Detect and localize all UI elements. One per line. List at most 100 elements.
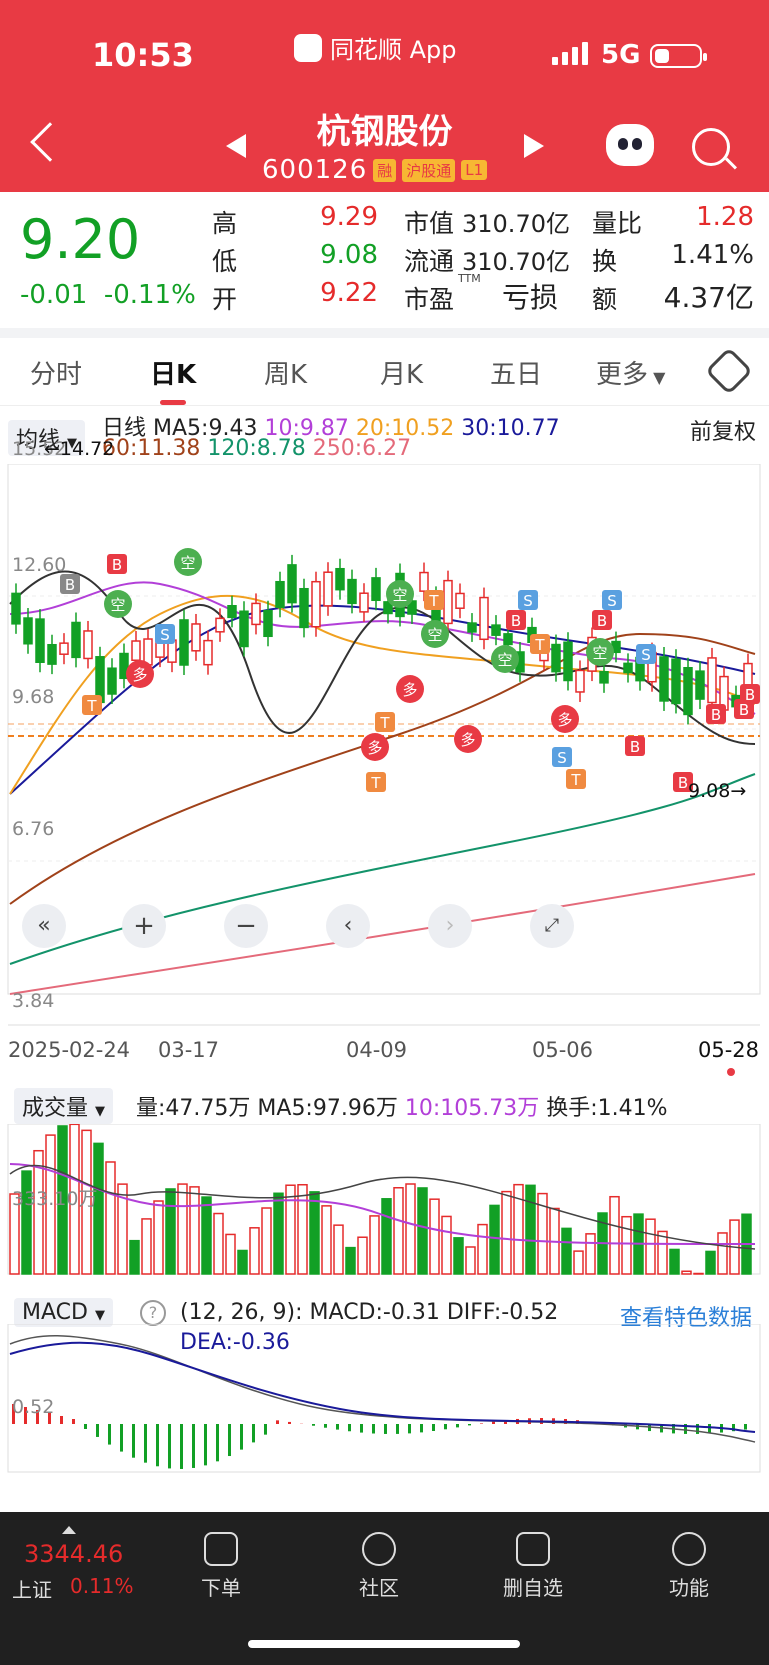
assistant-robot-icon[interactable] bbox=[606, 124, 654, 166]
signal-marker bbox=[602, 590, 622, 610]
volume-dropdown[interactable]: 成交量 ▼ bbox=[14, 1088, 114, 1124]
community-label: 社区 bbox=[359, 1576, 399, 1600]
chevron-down-icon: ▼ bbox=[648, 368, 666, 387]
community-button[interactable]: 社区 bbox=[324, 1532, 434, 1601]
app-header: 10:53 同花顺 App 5G 杭钢股份 600126 融 沪股通 L1 bbox=[0, 0, 769, 192]
current-price: 9.20 bbox=[20, 208, 141, 271]
macd-bar bbox=[84, 1424, 87, 1429]
macd-bar bbox=[456, 1424, 459, 1428]
volume-turnover: 换手:1.41% bbox=[546, 1096, 668, 1121]
fullscreen-icon[interactable]: ⤢ bbox=[530, 904, 574, 948]
app-pill[interactable]: 同花顺 App bbox=[294, 30, 457, 65]
search-icon[interactable] bbox=[692, 128, 730, 166]
adjust-mode[interactable]: 前复权 bbox=[690, 420, 757, 445]
chevron-down-icon: ▼ bbox=[94, 1308, 105, 1323]
macd-bar bbox=[204, 1424, 207, 1466]
order-button[interactable]: 下单 bbox=[166, 1532, 276, 1601]
signal-marker bbox=[424, 590, 444, 610]
tab-daily-k[interactable]: 日K bbox=[150, 360, 197, 390]
ma-dropdown-label: 均线 bbox=[16, 428, 61, 453]
volume-bar bbox=[81, 1129, 92, 1275]
float-value: 310.70亿 bbox=[462, 248, 570, 276]
tab-monthly-k[interactable]: 月K bbox=[380, 360, 424, 390]
help-icon[interactable]: ? bbox=[140, 1300, 166, 1326]
macd-bar bbox=[132, 1424, 135, 1458]
macd-axis-label: 0.52 bbox=[12, 1396, 55, 1418]
stock-code-row: 600126 融 沪股通 L1 bbox=[262, 155, 488, 185]
volume-bar bbox=[405, 1183, 416, 1275]
dea-value: DEA:-0.36 bbox=[180, 1330, 290, 1355]
arrow-right-icon: → bbox=[730, 780, 747, 802]
macd-bar bbox=[168, 1424, 171, 1469]
y-label-top: 15.52 bbox=[12, 438, 67, 460]
volume-bar bbox=[165, 1188, 176, 1275]
macd-bar bbox=[504, 1420, 507, 1424]
signal-marker bbox=[530, 634, 550, 654]
max-price-mark: ←14.72 bbox=[44, 438, 114, 460]
candle-body bbox=[275, 580, 285, 609]
macd-bar bbox=[72, 1419, 75, 1424]
macd-params: (12, 26, 9): bbox=[180, 1300, 303, 1325]
macd-bar bbox=[420, 1424, 423, 1433]
next-stock-button[interactable] bbox=[524, 134, 544, 158]
date-label-3: 05-06 bbox=[532, 1038, 594, 1062]
search-icon-handle bbox=[724, 157, 738, 170]
feature-data-link[interactable]: 查看特色数据 bbox=[620, 1306, 753, 1331]
signal-marker bbox=[625, 736, 645, 756]
candle-body bbox=[419, 571, 429, 592]
ma-dropdown[interactable]: 均线 ▼ bbox=[8, 420, 86, 456]
signal-marker bbox=[386, 580, 414, 608]
scroll-right-icon[interactable]: › bbox=[428, 904, 472, 948]
signal-marker bbox=[396, 675, 424, 703]
signal-marker bbox=[566, 769, 586, 789]
volume-bar bbox=[333, 1224, 344, 1275]
amount-value: 4.37亿 bbox=[663, 281, 754, 314]
macd-plot[interactable] bbox=[0, 1324, 769, 1484]
candle-body bbox=[659, 656, 669, 702]
signal-label: S bbox=[607, 592, 617, 610]
high-value: 9.29 bbox=[320, 202, 378, 232]
index-value[interactable]: 3344.46 bbox=[24, 1540, 124, 1568]
zoom-out-icon[interactable]: − bbox=[224, 904, 268, 948]
tab-weekly-k[interactable]: 周K bbox=[264, 360, 308, 390]
candle-body bbox=[563, 641, 573, 682]
candle-body bbox=[143, 638, 153, 666]
macd-bar bbox=[228, 1424, 231, 1457]
tab-intraday[interactable]: 分时 bbox=[30, 360, 83, 390]
collapse-icon[interactable]: « bbox=[22, 904, 66, 948]
macd-dropdown[interactable]: MACD ▼ bbox=[14, 1298, 113, 1327]
signal-marker bbox=[126, 660, 154, 688]
max-price-value: 14.72 bbox=[59, 438, 115, 460]
signal-marker bbox=[60, 574, 80, 594]
price-change: -0.01 -0.11% bbox=[20, 280, 196, 310]
volume-bar bbox=[429, 1198, 440, 1275]
tab-more[interactable]: 更多 ▼ bbox=[596, 354, 665, 391]
amount-label: 额 bbox=[592, 285, 618, 314]
signal-icon bbox=[552, 42, 588, 65]
tab-five-day[interactable]: 五日 bbox=[490, 360, 543, 390]
scroll-left-icon[interactable]: ‹ bbox=[326, 904, 370, 948]
candle-body bbox=[347, 578, 357, 605]
index-expand-icon[interactable] bbox=[62, 1526, 76, 1534]
function-button[interactable]: 功能 bbox=[634, 1532, 744, 1601]
macd-bar bbox=[696, 1424, 699, 1434]
candle-body bbox=[479, 596, 489, 641]
volume-plot[interactable] bbox=[0, 1124, 769, 1278]
remove-watchlist-button[interactable]: 删自选 bbox=[478, 1532, 588, 1601]
date-label-1: 03-17 bbox=[158, 1038, 220, 1062]
home-indicator bbox=[248, 1640, 520, 1648]
prev-stock-button[interactable] bbox=[226, 134, 246, 158]
mktcap-value: 310.70亿 bbox=[462, 210, 570, 238]
zoom-in-icon[interactable]: + bbox=[122, 904, 166, 948]
candle-body bbox=[239, 610, 249, 648]
app-logo-icon bbox=[294, 33, 322, 62]
tag-level: L1 bbox=[461, 160, 488, 180]
macd-bar bbox=[492, 1421, 495, 1424]
candle-body bbox=[179, 619, 189, 666]
volume-bar bbox=[369, 1215, 380, 1275]
index-name: 上证 bbox=[12, 1578, 52, 1602]
volume-bar bbox=[585, 1233, 596, 1275]
macd-bar bbox=[252, 1424, 255, 1443]
volume-bar bbox=[93, 1142, 104, 1275]
